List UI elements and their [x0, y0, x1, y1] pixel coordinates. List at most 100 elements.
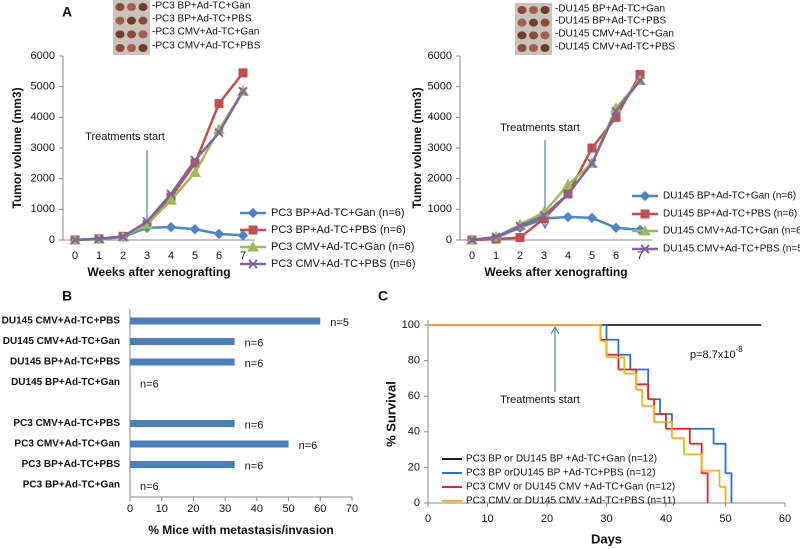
x-axis-title: % Mice with metastasis/invasion: [148, 523, 333, 537]
x-tick-label: 30: [219, 503, 231, 515]
survival-step: [713, 442, 727, 474]
x-tick-label: 20: [541, 513, 553, 525]
y-axis-title: Tumor volume (mm3): [10, 87, 24, 208]
annotation-arrowhead: [540, 220, 550, 230]
series-line: [471, 73, 642, 242]
x-tick-label: 10: [156, 503, 168, 515]
p-value-exponent: -8: [736, 345, 744, 354]
survival-step: [600, 340, 608, 358]
marker: [247, 207, 259, 219]
p-value-text: p=8.7x10: [690, 349, 736, 361]
image-label: -DU145 BP+Ad-TC+Gan: [555, 4, 665, 15]
tumor-image: [529, 18, 538, 27]
bar: [130, 461, 235, 468]
survival-step: [671, 427, 715, 444]
x-tick-label: 6: [613, 250, 619, 262]
survival-step: [636, 388, 644, 406]
y-tick-label: 5000: [31, 81, 55, 93]
y-axis-title: Tumor volume (mm3): [410, 87, 424, 208]
survival-step: [428, 324, 602, 342]
survival-step: [642, 405, 655, 423]
x-tick-label: 3: [144, 250, 150, 262]
annotation-arrowhead: [550, 325, 560, 335]
y-axis-title: % Survival: [383, 381, 398, 447]
legend-label: PC3 CMV+Ad-TC+Gan (n=6): [271, 241, 414, 253]
legend-label: PC3 BP+Ad-TC+PBS (n=6): [271, 224, 406, 236]
category-label: DU145 CMV+Ad-TC+Gan: [3, 336, 120, 347]
marker: [248, 225, 258, 235]
marker: [142, 216, 152, 227]
y-tick-label: 3000: [31, 142, 55, 154]
panel-label: C: [378, 288, 388, 304]
marker: [491, 232, 501, 242]
bar-label: n=6: [245, 419, 264, 431]
survival-step: [636, 383, 650, 400]
tumor-image: [127, 30, 136, 39]
survival-step: [654, 413, 667, 429]
bar-label: n=6: [140, 481, 159, 493]
legend-label: PC3 BP or DU145 BP +Ad-TC+Gan (n=12): [466, 454, 657, 465]
x-tick-label: 70: [346, 503, 358, 515]
category-label: PC3 CMV+Ad-TC+PBS: [13, 418, 120, 429]
marker: [515, 221, 525, 231]
survival-step: [671, 437, 685, 455]
survival-step: [666, 427, 691, 444]
image-label: -PC3 CMV+Ad-TC+Gan: [152, 27, 259, 38]
marker: [166, 189, 176, 199]
y-tick-label: 4000: [428, 111, 452, 123]
x-tick-label: 7: [240, 250, 246, 262]
marker: [94, 234, 104, 244]
survival-step: [606, 338, 620, 355]
tumor-image: [115, 16, 125, 25]
marker: [586, 212, 598, 224]
panel-label: A: [62, 4, 72, 20]
y-tick-label: 80: [408, 355, 420, 367]
survival-step: [606, 356, 626, 374]
image-label: -DU145 CMV+Ad-TC+Gan: [555, 29, 674, 40]
x-tick-label: 5: [192, 250, 198, 262]
tumor-image: [138, 30, 148, 39]
bar: [130, 420, 235, 427]
bar-label: n=6: [245, 358, 264, 370]
panel-label: B: [62, 288, 72, 304]
series-line: [74, 90, 245, 242]
marker: [165, 194, 177, 205]
bar-label: n=6: [245, 337, 264, 349]
tumor-image: [529, 44, 538, 52]
y-tick-label: 0: [414, 497, 420, 509]
marker: [640, 244, 650, 254]
tumor-image: [529, 6, 538, 14]
y-tick-label: 0: [49, 234, 55, 246]
marker: [238, 86, 248, 96]
annotation: Treatments start: [500, 122, 580, 134]
tumor-image: [138, 3, 148, 11]
image-label: -PC3 BP+Ad-TC+PBS: [152, 14, 252, 25]
x-axis-title: Weeks after xenografting: [484, 265, 627, 279]
tumor-image: [127, 44, 136, 52]
marker: [248, 259, 258, 269]
x-tick-label: 10: [481, 513, 493, 525]
x-tick-label: 1: [96, 250, 102, 262]
tumor-image: [115, 3, 125, 11]
tumor-image: [540, 31, 550, 40]
marker: [515, 233, 525, 243]
tumor-image: [115, 44, 125, 52]
category-label: PC3 BP+Ad-TC+PBS: [22, 459, 121, 470]
tumor-image: [138, 44, 148, 52]
x-tick-label: 2: [517, 250, 523, 262]
marker: [563, 189, 573, 199]
series-line: [74, 90, 245, 242]
bar: [130, 358, 235, 366]
y-tick-label: 60: [408, 390, 420, 402]
marker: [635, 75, 645, 86]
legend-label: DU145 CMV+Ad-TC+PBS (n=5): [663, 244, 800, 255]
bar: [130, 338, 235, 345]
marker: [214, 99, 224, 109]
survival-step: [701, 469, 721, 487]
category-label: PC3 CMV+Ad-TC+Gan: [14, 439, 120, 450]
survival-step: [689, 442, 703, 474]
x-tick-label: 5: [589, 250, 595, 262]
bar-label: n=6: [140, 378, 159, 390]
x-tick-label: 60: [779, 513, 791, 525]
